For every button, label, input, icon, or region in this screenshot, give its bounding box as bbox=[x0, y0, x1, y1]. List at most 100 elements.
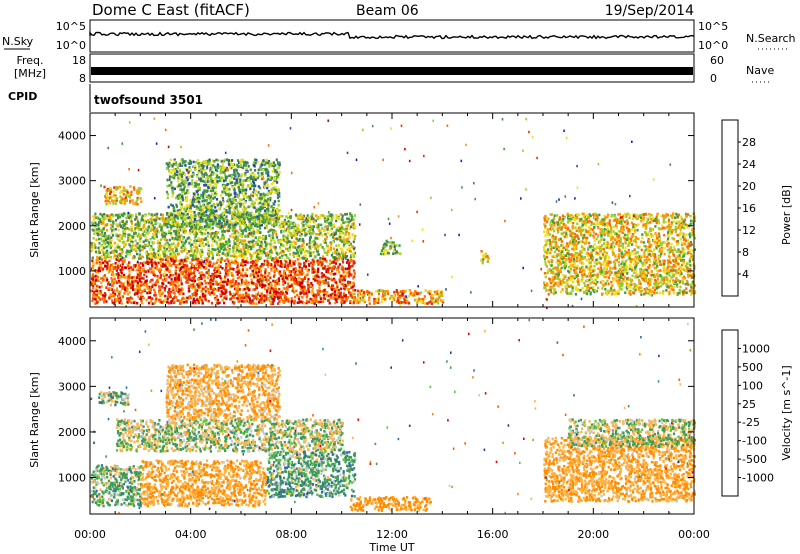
power-cell bbox=[149, 237, 152, 241]
power-cell bbox=[262, 218, 265, 221]
power-cell bbox=[242, 229, 245, 232]
power-cell bbox=[128, 273, 131, 276]
power-cell bbox=[182, 244, 185, 247]
power-cell bbox=[241, 239, 244, 243]
power-cell bbox=[238, 173, 241, 176]
power-cell bbox=[150, 220, 153, 223]
power-cell bbox=[178, 213, 181, 216]
power-cell bbox=[297, 297, 300, 301]
power-cell bbox=[122, 223, 125, 227]
power-cell bbox=[227, 205, 230, 208]
power-cell bbox=[298, 248, 301, 251]
power-cell bbox=[253, 201, 256, 205]
power-cell bbox=[130, 247, 133, 250]
power-cell bbox=[239, 253, 242, 257]
power-cell bbox=[341, 296, 344, 299]
power-cell bbox=[119, 254, 122, 258]
power-cell bbox=[189, 254, 192, 257]
power-cell bbox=[155, 282, 158, 285]
power-cell bbox=[195, 246, 198, 249]
power-cell bbox=[193, 256, 196, 260]
power-cell bbox=[177, 278, 180, 281]
power-cell bbox=[282, 234, 285, 238]
power-cell bbox=[160, 233, 164, 237]
power-cell bbox=[137, 271, 140, 274]
power-cell bbox=[276, 269, 279, 272]
power-cell bbox=[91, 248, 94, 252]
power-cell bbox=[330, 296, 333, 299]
power-cell bbox=[237, 299, 240, 302]
power-cell bbox=[239, 239, 242, 242]
power-cell bbox=[229, 206, 232, 210]
power-cell bbox=[223, 280, 226, 284]
power-cell bbox=[351, 264, 354, 268]
power-cell bbox=[252, 176, 255, 179]
power-cell bbox=[112, 214, 115, 218]
power-cell bbox=[126, 252, 129, 256]
power-cell bbox=[352, 262, 355, 265]
power-cell bbox=[212, 273, 215, 276]
power-cell bbox=[170, 181, 173, 184]
power-cell bbox=[336, 283, 339, 287]
power-cell bbox=[115, 197, 119, 200]
power-cell bbox=[236, 268, 239, 271]
power-cell bbox=[350, 273, 353, 277]
power-cell bbox=[241, 294, 244, 297]
power-cell bbox=[240, 283, 243, 286]
power-cell bbox=[275, 235, 279, 239]
power-cell bbox=[268, 285, 271, 288]
power-cell bbox=[200, 263, 203, 266]
power-cell bbox=[285, 243, 288, 246]
power-cell bbox=[244, 241, 247, 245]
power-cell bbox=[182, 229, 185, 233]
power-cell bbox=[219, 243, 222, 246]
power-cell bbox=[278, 256, 281, 259]
power-cell bbox=[266, 289, 269, 292]
power-cell bbox=[188, 274, 191, 277]
power-cell bbox=[196, 183, 199, 187]
power-cell bbox=[103, 218, 106, 221]
power-cell bbox=[201, 250, 204, 254]
power-cell bbox=[172, 253, 175, 257]
power-cell bbox=[314, 214, 317, 217]
power-cell bbox=[175, 247, 178, 250]
power-cell bbox=[110, 216, 113, 220]
power-cell bbox=[118, 259, 121, 263]
power-cell bbox=[111, 195, 114, 198]
power-cell bbox=[260, 240, 263, 244]
power-cell bbox=[241, 252, 244, 256]
power-cell bbox=[230, 274, 234, 277]
power-cell bbox=[151, 224, 155, 227]
power-cell bbox=[338, 217, 341, 221]
power-cell bbox=[229, 203, 232, 206]
power-cell bbox=[93, 225, 96, 229]
power-cell bbox=[307, 251, 310, 255]
power-cell bbox=[186, 252, 189, 255]
power-cell bbox=[322, 255, 325, 258]
power-cell bbox=[277, 302, 280, 305]
power-cell bbox=[106, 199, 110, 203]
power-cell bbox=[178, 273, 181, 277]
power-cell bbox=[214, 298, 218, 301]
power-cell bbox=[172, 291, 175, 294]
power-cell bbox=[244, 272, 247, 275]
power-cell bbox=[324, 220, 327, 223]
power-cell bbox=[120, 237, 123, 240]
power-cell bbox=[218, 250, 221, 253]
power-cell bbox=[222, 237, 225, 240]
power-cell bbox=[181, 161, 184, 164]
power-cell bbox=[124, 196, 128, 199]
power-cell bbox=[300, 278, 303, 281]
power-cell bbox=[149, 229, 152, 232]
power-cell bbox=[274, 215, 278, 218]
power-cell bbox=[309, 247, 312, 251]
power-cell bbox=[126, 193, 129, 197]
power-cell bbox=[176, 217, 179, 220]
power-cell bbox=[270, 190, 273, 194]
power-cell bbox=[221, 162, 225, 166]
power-cell bbox=[192, 297, 195, 301]
power-cell bbox=[350, 286, 353, 290]
power-cell bbox=[344, 251, 347, 255]
power-cell bbox=[234, 282, 237, 285]
power-cell bbox=[154, 283, 157, 287]
